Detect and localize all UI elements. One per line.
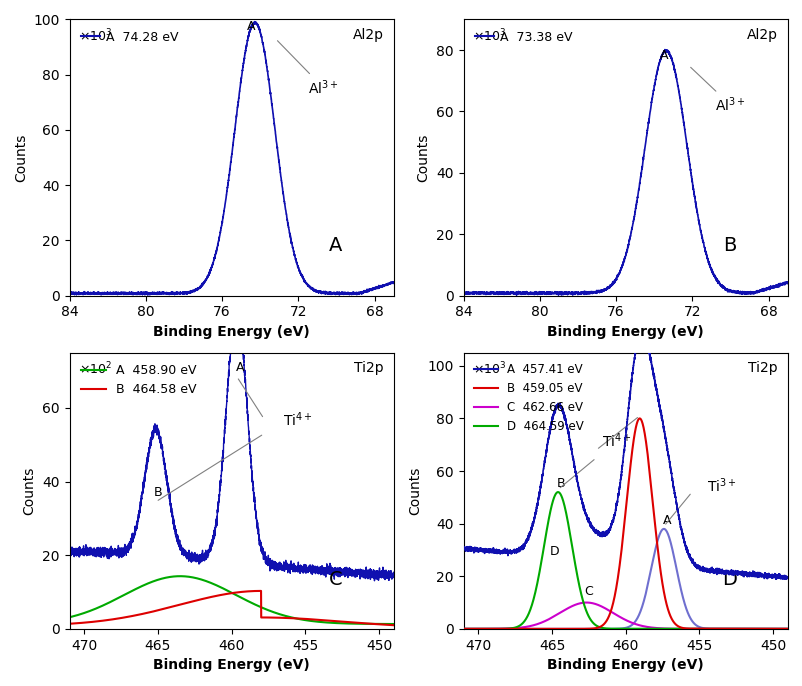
Text: B: B <box>723 236 736 255</box>
Y-axis label: Counts: Counts <box>408 466 422 515</box>
Text: Al2p: Al2p <box>747 27 778 42</box>
Text: Ti$^{4+}$: Ti$^{4+}$ <box>283 411 313 429</box>
Text: C: C <box>585 584 593 598</box>
Text: Al2p: Al2p <box>353 27 384 42</box>
Text: Al$^{3+}$: Al$^{3+}$ <box>691 67 746 115</box>
Y-axis label: Counts: Counts <box>14 133 28 182</box>
X-axis label: Binding Energy (eV): Binding Energy (eV) <box>153 658 310 672</box>
Text: D: D <box>722 569 737 589</box>
Text: B: B <box>557 477 565 490</box>
X-axis label: Binding Energy (eV): Binding Energy (eV) <box>547 324 704 339</box>
X-axis label: Binding Energy (eV): Binding Energy (eV) <box>547 658 704 672</box>
Text: $\times 10^3$: $\times 10^3$ <box>473 27 507 45</box>
Text: Ti$^{3+}$: Ti$^{3+}$ <box>707 477 736 495</box>
Text: A: A <box>662 514 671 527</box>
Text: D: D <box>550 545 560 558</box>
Text: Ti2p: Ti2p <box>354 361 384 375</box>
Text: B: B <box>154 486 162 499</box>
Text: $\times 10^3$: $\times 10^3$ <box>473 361 507 377</box>
Legend: A  74.28 eV: A 74.28 eV <box>76 25 184 49</box>
Legend: A  457.41 eV, B  459.05 eV, C  462.66 eV, D  464.59 eV: A 457.41 eV, B 459.05 eV, C 462.66 eV, D… <box>469 359 589 438</box>
Text: A: A <box>329 236 342 255</box>
Text: Ti$^{4+}$: Ti$^{4+}$ <box>602 431 632 451</box>
Legend: A  73.38 eV: A 73.38 eV <box>470 25 577 49</box>
Text: A: A <box>246 20 255 33</box>
Legend: A  458.90 eV, B  464.58 eV: A 458.90 eV, B 464.58 eV <box>76 359 201 401</box>
X-axis label: Binding Energy (eV): Binding Energy (eV) <box>153 324 310 339</box>
Text: A: A <box>237 361 245 374</box>
Text: $\times 10^3$: $\times 10^3$ <box>79 27 112 45</box>
Text: Al$^{3+}$: Al$^{3+}$ <box>277 40 338 97</box>
Text: C: C <box>329 569 342 589</box>
Text: A: A <box>659 49 668 62</box>
Y-axis label: Counts: Counts <box>417 133 431 182</box>
Text: $\times 10^2$: $\times 10^2$ <box>79 361 112 377</box>
Y-axis label: Counts: Counts <box>22 466 37 515</box>
Text: Ti2p: Ti2p <box>748 361 778 375</box>
